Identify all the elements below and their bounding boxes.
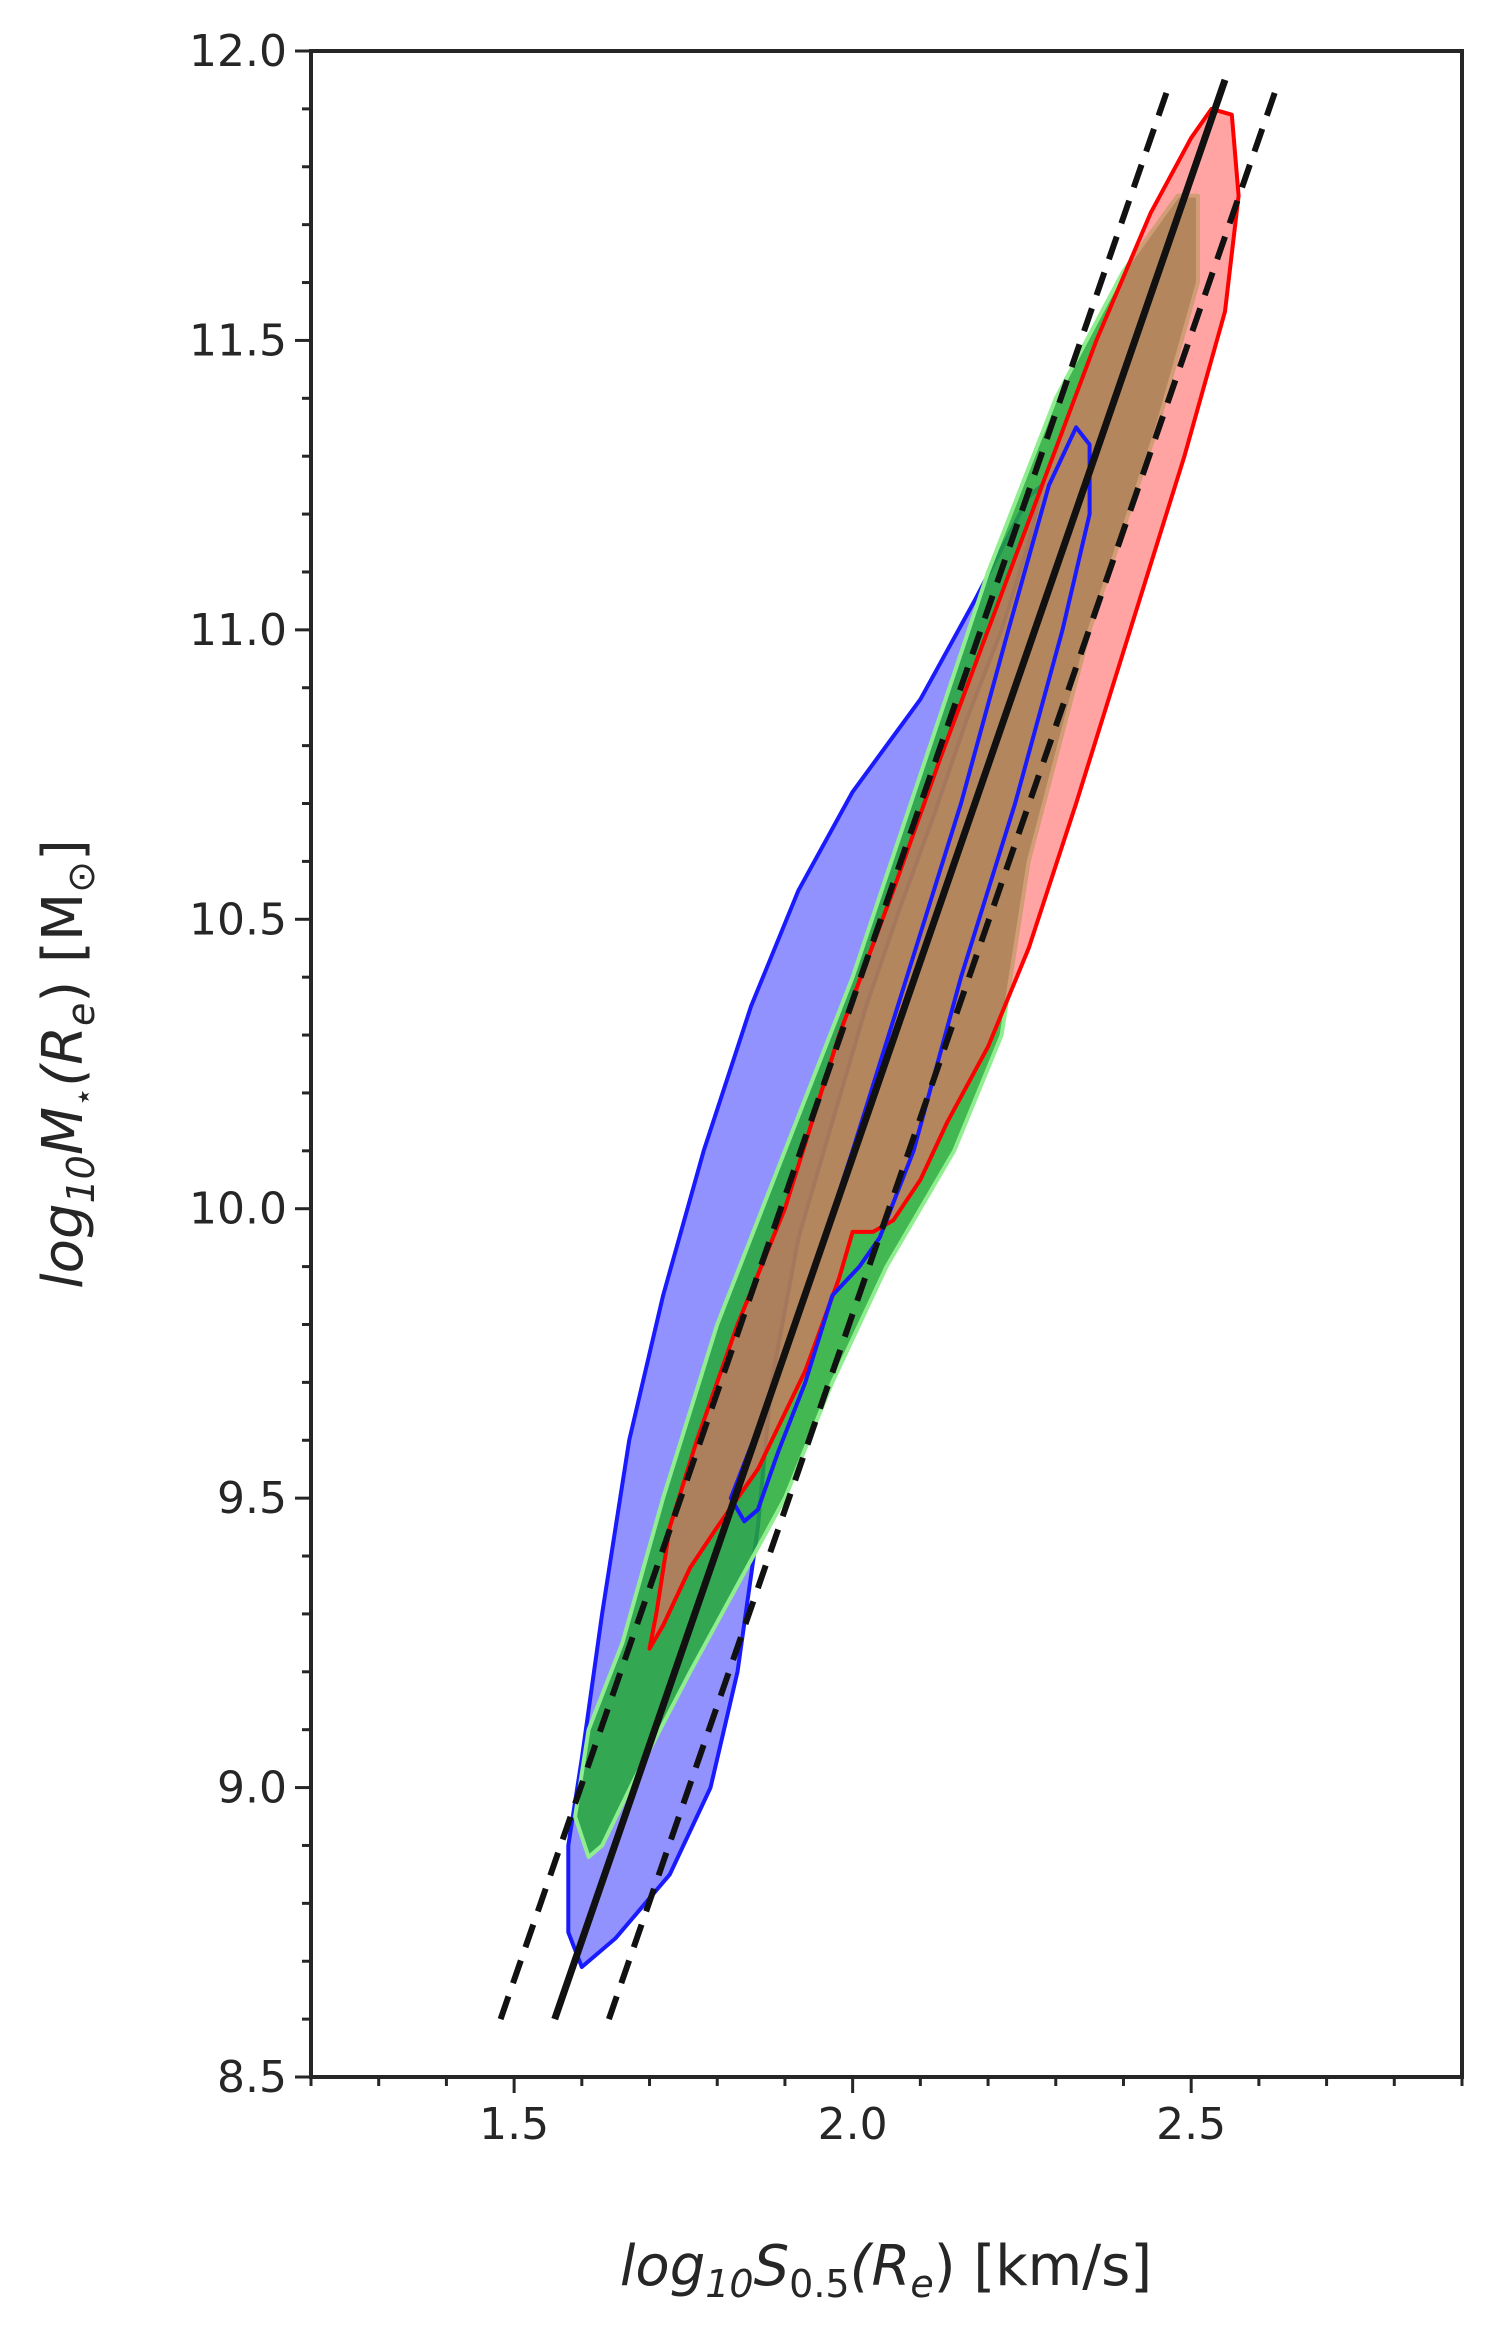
y-axis-ticks: 8.5 9.0 9.5 10.0 10.5 11.0 11.5 12.0 bbox=[189, 26, 311, 2103]
y-tick-label: 11.0 bbox=[189, 605, 287, 656]
contour-red-2 bbox=[647, 106, 1241, 1651]
contour-line-blue-3 bbox=[728, 425, 1092, 1524]
x-tick-label: 1.5 bbox=[479, 2099, 549, 2150]
y-tick-label: 9.5 bbox=[217, 1473, 287, 1524]
y-tick-label: 12.0 bbox=[189, 26, 287, 77]
x-tick-label: 2.5 bbox=[1156, 2099, 1226, 2150]
x-tick-label: 2.0 bbox=[818, 2099, 888, 2150]
y-tick-label: 8.5 bbox=[217, 2052, 287, 2103]
fit-line-4 bbox=[551, 78, 1229, 2021]
y-tick-label: 11.5 bbox=[189, 315, 287, 366]
y-tick-label: 10.0 bbox=[189, 1184, 287, 1235]
y-tick-label: 10.5 bbox=[189, 894, 287, 945]
series-layer bbox=[497, 78, 1283, 2021]
x-axis-ticks: 1.5 2.0 2.5 bbox=[309, 2077, 1464, 2150]
y-tick-label: 9.0 bbox=[217, 1763, 287, 1814]
plot-frame bbox=[309, 49, 1464, 2079]
y-axis-label: log10M⋆(Re) [M⊙] bbox=[31, 839, 103, 1289]
x-axis-label: log10S0.5(Re) [km/s] bbox=[620, 2234, 1152, 2306]
